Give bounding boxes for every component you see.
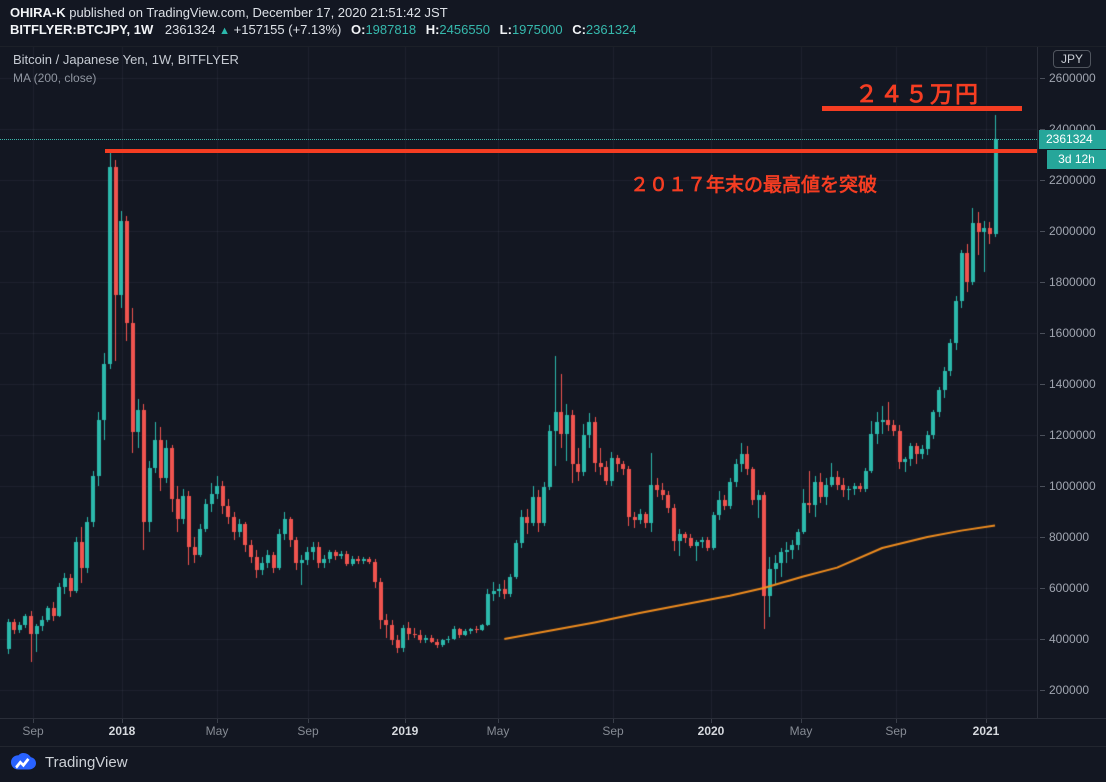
- time-tick-mark: [801, 719, 802, 723]
- price-tick-label: 2200000: [1049, 173, 1096, 187]
- time-tick-mark: [217, 719, 218, 723]
- time-tick-label: 2018: [108, 724, 136, 738]
- currency-badge[interactable]: JPY: [1053, 50, 1092, 68]
- time-tick-mark: [986, 719, 987, 723]
- chart-legend: Bitcoin / Japanese Yen, 1W, BITFLYER MA …: [13, 52, 239, 85]
- price-tick-mark: [1040, 588, 1045, 589]
- time-tick-label: 2019: [391, 724, 419, 738]
- price-tick-label: 2000000: [1049, 224, 1096, 238]
- price-tick-label: 200000: [1049, 683, 1090, 697]
- time-tick-label: Sep: [22, 724, 44, 738]
- time-tick-label: 2020: [697, 724, 725, 738]
- price-tick-label: 800000: [1049, 530, 1090, 544]
- 2017-high-annotation-line[interactable]: [105, 149, 1037, 153]
- price-tick-mark: [1040, 690, 1045, 691]
- footer-separator: [0, 746, 1106, 747]
- time-tick-label: 2021: [972, 724, 1000, 738]
- legend-symbol-title[interactable]: Bitcoin / Japanese Yen, 1W, BITFLYER: [13, 52, 239, 67]
- tradingview-logo-link[interactable]: TradingView: [10, 753, 128, 772]
- time-tick-mark: [33, 719, 34, 723]
- 2017-breakout-label[interactable]: ２０１７年末の最高値を突破: [630, 175, 878, 196]
- price-tick-label: 1400000: [1049, 377, 1096, 391]
- price-axis-separator: [1037, 47, 1038, 718]
- price-tick-label: 2600000: [1049, 71, 1096, 85]
- time-tick-mark: [613, 719, 614, 723]
- price-tick-mark: [1040, 486, 1045, 487]
- time-tick-label: May: [205, 724, 229, 738]
- price-tick-label: 1000000: [1049, 479, 1096, 493]
- time-tick-label: Sep: [297, 724, 319, 738]
- price-tick-label: 1600000: [1049, 326, 1096, 340]
- time-tick-label: Sep: [885, 724, 907, 738]
- time-tick-mark: [405, 719, 406, 723]
- 245-man-yen-label[interactable]: ２４５万円: [855, 81, 980, 107]
- time-tick-mark: [122, 719, 123, 723]
- tradingview-brand-text: TradingView: [45, 754, 128, 771]
- time-axis-separator: [0, 718, 1106, 719]
- time-tick-label: Sep: [602, 724, 624, 738]
- price-tick-mark: [1040, 129, 1045, 130]
- time-tick-label: May: [486, 724, 510, 738]
- price-tick-mark: [1040, 78, 1045, 79]
- 245-man-target-line[interactable]: [822, 106, 1022, 111]
- price-tick-mark: [1040, 384, 1045, 385]
- time-tick-label: May: [789, 724, 813, 738]
- tradingview-logo-icon: [11, 753, 36, 770]
- price-tick-mark: [1040, 639, 1045, 640]
- time-tick-mark: [498, 719, 499, 723]
- current-price-label: 2361324: [1039, 130, 1106, 149]
- time-tick-mark: [711, 719, 712, 723]
- price-tick-label: 1800000: [1049, 275, 1096, 289]
- legend-ma-indicator[interactable]: MA (200, close): [13, 71, 97, 85]
- price-tick-mark: [1040, 333, 1045, 334]
- time-tick-mark: [896, 719, 897, 723]
- bar-countdown-label: 3d 12h: [1047, 150, 1106, 169]
- price-tick-mark: [1040, 231, 1045, 232]
- price-tick-mark: [1040, 180, 1045, 181]
- price-tick-mark: [1040, 435, 1045, 436]
- time-tick-mark: [308, 719, 309, 723]
- price-tick-label: 400000: [1049, 632, 1090, 646]
- price-tick-label: 1200000: [1049, 428, 1096, 442]
- price-tick-mark: [1040, 282, 1045, 283]
- price-tick-mark: [1040, 537, 1045, 538]
- current-price-dotted-line: [0, 139, 1037, 140]
- price-tick-label: 600000: [1049, 581, 1090, 595]
